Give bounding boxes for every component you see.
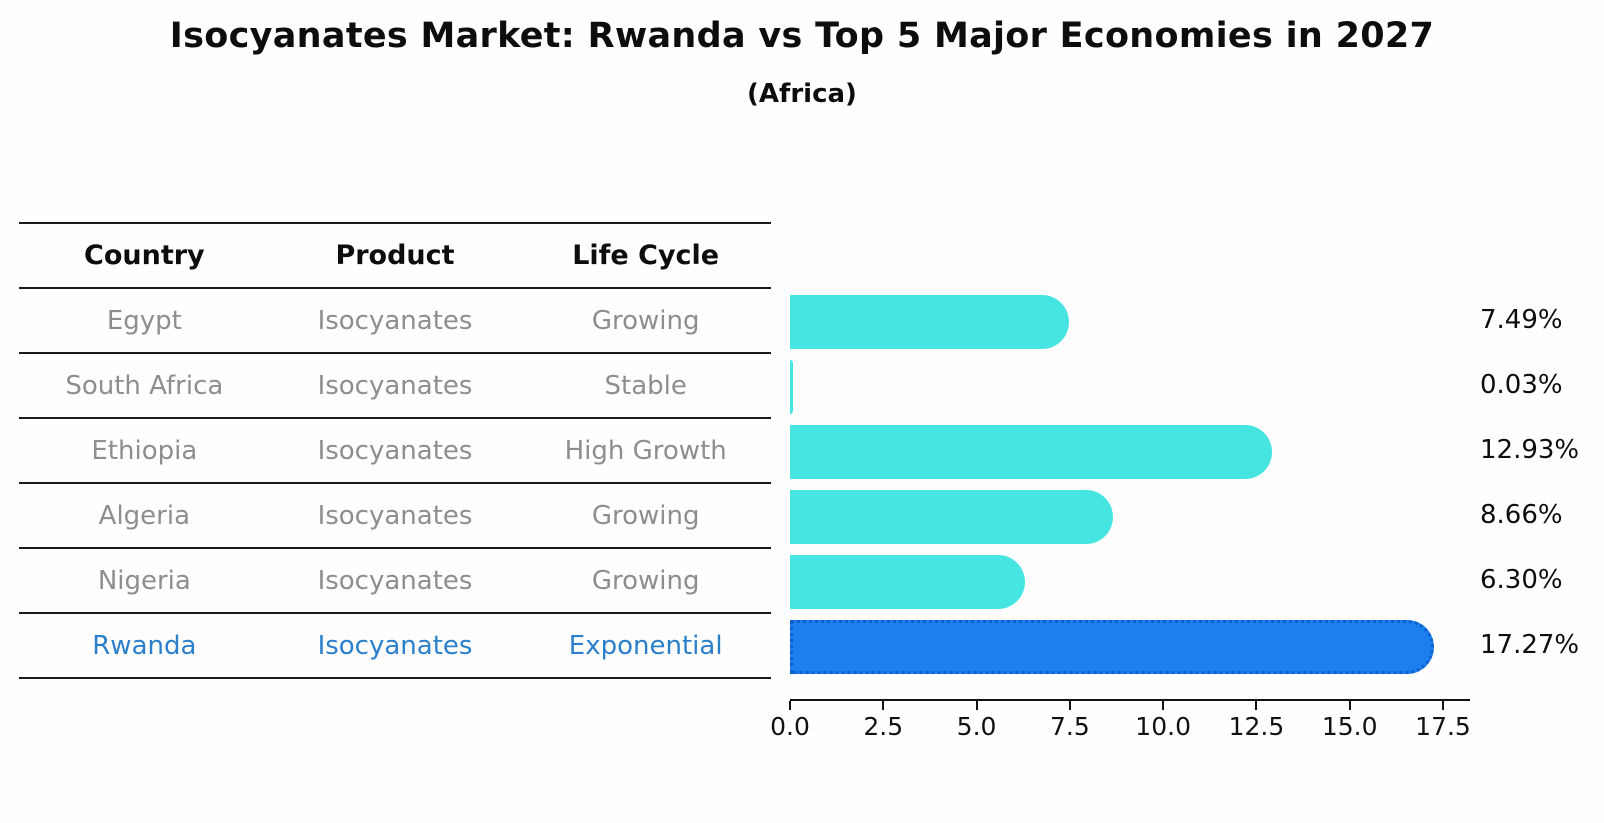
cell-country: Rwanda (92, 630, 197, 661)
bar-egypt (790, 295, 1070, 349)
cell-product: Isocyanates (317, 370, 473, 401)
x-axis-tick (1255, 701, 1258, 710)
table-row-ethiopia: Ethiopia Isocyanates High Growth (19, 419, 771, 484)
cell-life-cycle: Stable (604, 370, 687, 401)
bar-rwanda (790, 620, 1435, 674)
cell-product: Isocyanates (317, 565, 473, 596)
x-axis-tick (1068, 701, 1071, 710)
x-axis-tick-label: 10.0 (1135, 712, 1191, 741)
x-axis-tick (789, 701, 791, 710)
cell-country: Egypt (106, 305, 182, 336)
cell-life-cycle: Growing (591, 500, 700, 531)
header-product: Product (335, 240, 455, 271)
chart-title: Isocyanates Market: Rwanda vs Top 5 Majo… (169, 16, 1435, 56)
header-country: Country (84, 240, 205, 271)
cell-country: Nigeria (97, 565, 191, 596)
cell-life-cycle: Exponential (568, 630, 723, 661)
x-axis-line (790, 699, 1470, 701)
bar-ethiopia (790, 425, 1273, 479)
x-axis-tick (1348, 701, 1351, 710)
cell-life-cycle: High Growth (564, 435, 727, 466)
value-label-nigeria: 6.30% (1480, 565, 1563, 595)
cell-product: Isocyanates (317, 500, 473, 531)
x-axis-tick (1162, 701, 1165, 710)
x-axis-tick-label: 12.5 (1228, 712, 1285, 741)
table-header-row: Country Product Life Cycle (19, 224, 771, 289)
table-row-rwanda: Rwanda Isocyanates Exponential (19, 614, 771, 679)
table-row-egypt: Egypt Isocyanates Growing (19, 289, 771, 354)
cell-life-cycle: Growing (591, 565, 700, 596)
x-axis-tick-label: 0.0 (770, 712, 810, 741)
x-axis-tick (1442, 701, 1444, 710)
cell-country: South Africa (65, 370, 224, 401)
x-axis-tick-label: 7.5 (1049, 712, 1090, 741)
bar-nigeria (790, 555, 1026, 609)
x-axis-tick (882, 701, 885, 710)
cell-product: Isocyanates (317, 305, 473, 336)
table-row-nigeria: Nigeria Isocyanates Growing (19, 549, 771, 614)
value-label-algeria: 8.66% (1480, 500, 1563, 530)
cell-life-cycle: Growing (591, 305, 700, 336)
cell-product: Isocyanates (317, 630, 473, 661)
x-axis-tick-label: 2.5 (863, 712, 904, 741)
table-row-south-africa: South Africa Isocyanates Stable (19, 354, 771, 419)
header-life-cycle: Life Cycle (572, 240, 720, 271)
value-label-south-africa: 0.03% (1480, 370, 1563, 400)
x-axis-tick (975, 701, 978, 710)
cell-country: Algeria (98, 500, 191, 531)
chart-subtitle: (Africa) (747, 79, 857, 109)
bar-south-africa (790, 360, 793, 414)
value-label-egypt: 7.49% (1480, 305, 1563, 335)
value-label-ethiopia: 12.93% (1480, 435, 1580, 465)
value-label-rwanda: 17.27% (1480, 630, 1580, 660)
x-axis-tick-label: 15.0 (1321, 712, 1378, 741)
table-row-algeria: Algeria Isocyanates Growing (19, 484, 771, 549)
cell-country: Ethiopia (91, 435, 198, 466)
x-axis-tick-label: 17.5 (1415, 712, 1471, 741)
bar-algeria (790, 490, 1114, 544)
cell-product: Isocyanates (317, 435, 473, 466)
x-axis-tick-label: 5.0 (956, 712, 997, 741)
country-comparison-table: Country Product Life Cycle Egypt Isocyan… (19, 222, 771, 679)
